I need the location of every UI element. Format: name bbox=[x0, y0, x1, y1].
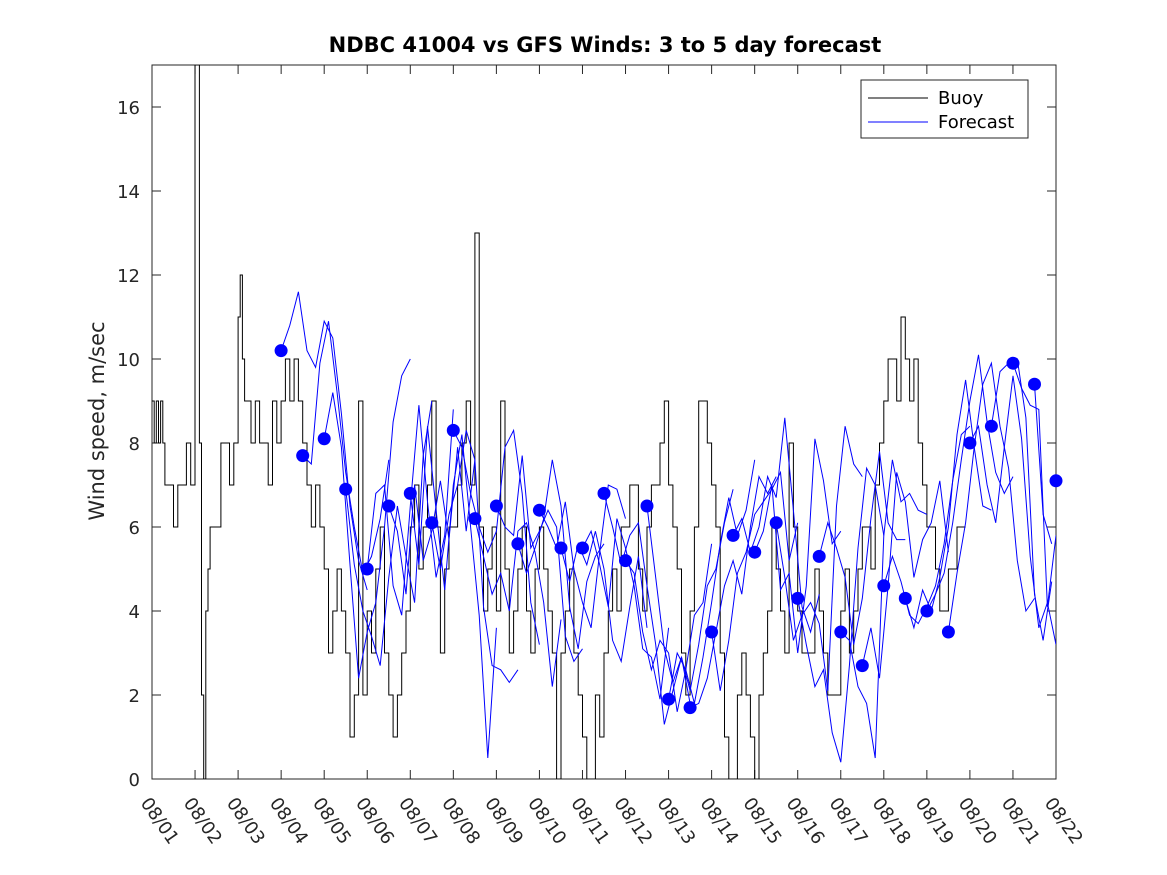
forecast-series-line bbox=[904, 379, 992, 630]
y-tick-label: 0 bbox=[129, 770, 140, 791]
forecast-series-line bbox=[409, 426, 497, 759]
forecast-start-marker bbox=[941, 625, 955, 639]
forecast-series-line bbox=[947, 361, 1035, 633]
forecast-start-marker bbox=[877, 579, 891, 593]
forecast-start-marker bbox=[726, 528, 740, 542]
forecast-start-marker bbox=[769, 516, 783, 530]
forecast-series-line bbox=[1012, 363, 1056, 607]
forecast-start-marker bbox=[1006, 356, 1020, 370]
y-tick-label: 16 bbox=[117, 98, 140, 119]
forecast-start-marker bbox=[446, 423, 460, 437]
forecast-start-marker bbox=[274, 344, 288, 358]
forecast-start-marker bbox=[576, 541, 589, 555]
forecast-series-line bbox=[625, 543, 713, 712]
forecast-start-marker bbox=[812, 549, 826, 563]
forecast-start-marker bbox=[683, 701, 697, 715]
axes-box bbox=[151, 64, 1057, 780]
forecast-start-marker bbox=[1028, 377, 1041, 391]
forecast-series-line bbox=[1034, 384, 1053, 544]
y-tick-label: 8 bbox=[129, 434, 140, 455]
forecast-start-marker bbox=[489, 499, 503, 513]
forecast-series-line bbox=[560, 531, 648, 664]
forecast-series-line bbox=[754, 438, 842, 654]
forecast-start-marker bbox=[834, 625, 848, 639]
y-tick-label: 2 bbox=[129, 686, 140, 707]
forecast-start-marker bbox=[920, 604, 934, 618]
forecast-start-marker bbox=[403, 486, 417, 500]
forecast-series-line bbox=[668, 459, 756, 704]
forecast-start-marker bbox=[791, 591, 805, 605]
forecast-series-line bbox=[302, 321, 390, 575]
forecast-start-marker bbox=[640, 499, 654, 513]
forecast-start-marker bbox=[705, 625, 719, 639]
forecast-series-line bbox=[452, 428, 540, 645]
forecast-series-line bbox=[840, 459, 928, 759]
forecast-start-marker bbox=[296, 449, 310, 463]
forecast-series-line bbox=[926, 354, 1014, 612]
y-tick-label: 10 bbox=[117, 350, 140, 371]
forecast-series-line bbox=[969, 375, 1056, 645]
legend: Buoy Forecast bbox=[860, 79, 1029, 139]
forecast-start-marker bbox=[382, 499, 396, 513]
y-tick-label: 4 bbox=[129, 602, 140, 623]
forecast-start-marker bbox=[425, 516, 439, 530]
legend-box bbox=[860, 79, 1029, 139]
forecast-series-line bbox=[517, 459, 605, 649]
forecast-series-line bbox=[861, 472, 949, 679]
legend-forecast-label: Forecast bbox=[938, 112, 1014, 133]
forecast-start-marker bbox=[855, 659, 869, 673]
forecast-series-line bbox=[431, 430, 519, 684]
forecast-series-line bbox=[775, 426, 863, 691]
forecast-start-marker bbox=[317, 432, 331, 446]
forecast-start-marker bbox=[597, 486, 611, 500]
forecast-start-marker bbox=[1049, 474, 1063, 488]
forecast-series-line bbox=[495, 455, 583, 663]
forecast-start-marker bbox=[532, 503, 546, 517]
forecast-start-marker bbox=[619, 554, 632, 568]
forecast-start-marker bbox=[984, 419, 998, 433]
forecast-start-marker bbox=[963, 436, 977, 450]
forecast-start-marker bbox=[339, 482, 353, 496]
forecast-start-marker bbox=[898, 591, 912, 605]
forecast-series-line bbox=[711, 470, 799, 691]
forecast-series-line bbox=[797, 466, 885, 763]
forecast-start-marker bbox=[511, 537, 525, 551]
forecast-series-line bbox=[818, 451, 906, 645]
forecast-start-marker bbox=[748, 545, 762, 559]
y-tick-label: 6 bbox=[129, 518, 140, 539]
forecast-series-line bbox=[323, 358, 411, 679]
forecast-series-line bbox=[474, 518, 562, 687]
chart-title: NDBC 41004 vs GFS Winds: 3 to 5 day fore… bbox=[329, 33, 882, 57]
forecast-series-line bbox=[538, 484, 626, 628]
forecast-start-marker bbox=[554, 541, 568, 555]
y-tick-label: 12 bbox=[117, 266, 140, 287]
forecast-start-marker bbox=[468, 512, 482, 526]
legend-buoy-label: Buoy bbox=[938, 88, 984, 109]
series-group bbox=[152, 65, 1056, 779]
y-tick-label: 14 bbox=[117, 182, 140, 203]
forecast-series-line bbox=[582, 518, 670, 700]
forecast-start-marker bbox=[360, 562, 374, 576]
forecast-series-line bbox=[732, 417, 820, 634]
forecast-series-line bbox=[280, 291, 368, 591]
forecast-series-line bbox=[388, 447, 476, 595]
y-axis-label: Wind speed, m/sec bbox=[85, 321, 109, 520]
forecast-series-line bbox=[689, 475, 777, 709]
forecast-start-marker bbox=[662, 692, 676, 706]
forecast-series-line bbox=[603, 493, 691, 725]
